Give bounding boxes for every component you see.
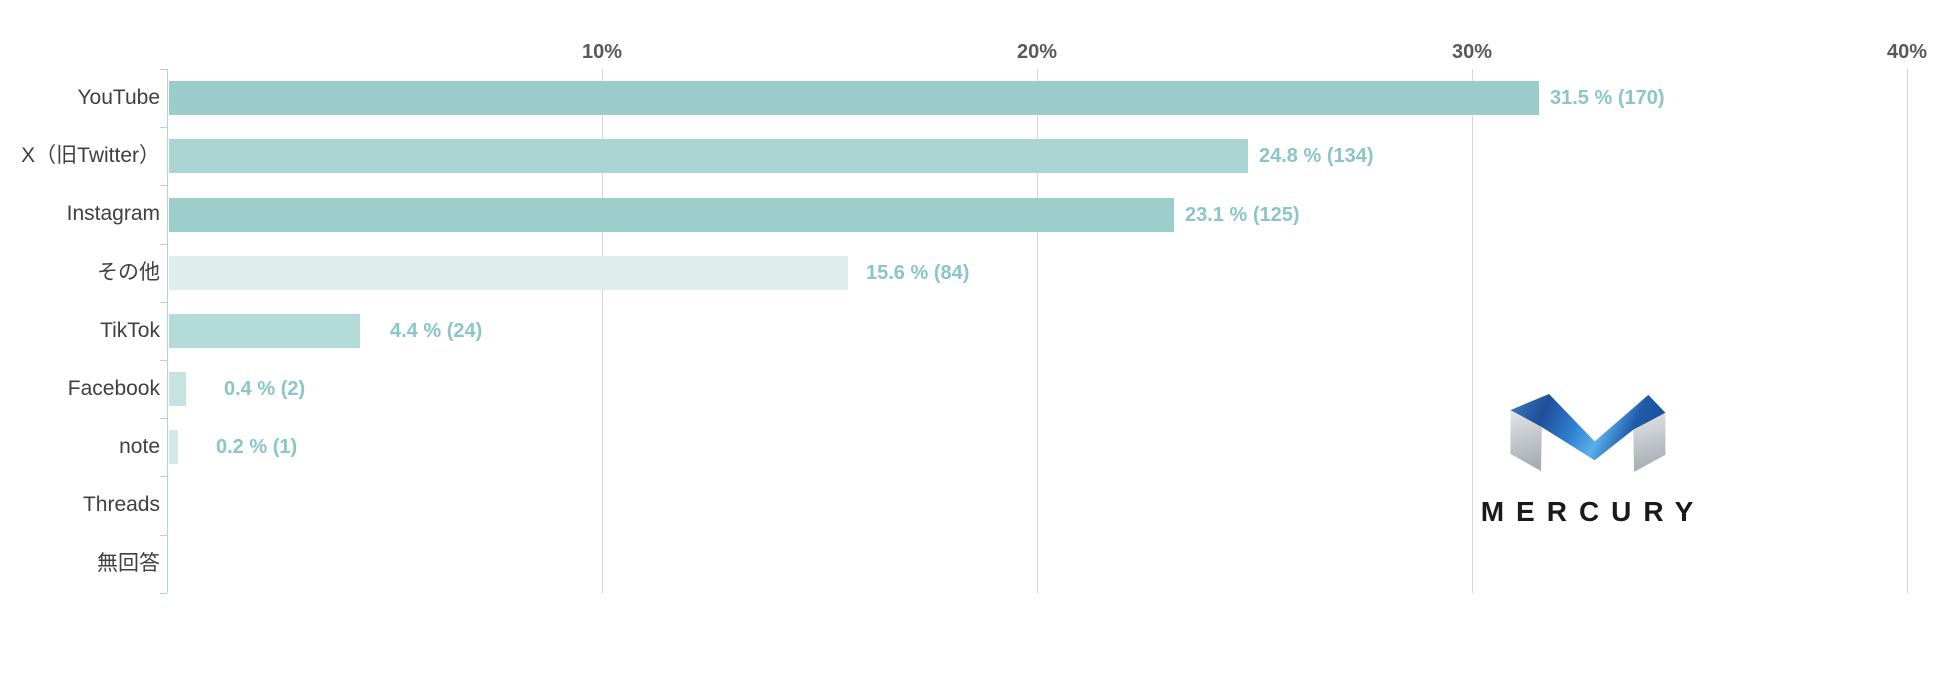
category-label: note <box>119 435 160 458</box>
bar-Facebook <box>169 372 186 406</box>
axis-tick-mark <box>160 418 167 419</box>
mercury-logo: MERCURY <box>1452 385 1722 528</box>
mercury-logo-text: MERCURY <box>1480 496 1706 527</box>
x-tick-label-10%: 10% <box>581 41 623 63</box>
axis-tick-mark <box>160 302 167 303</box>
bar-YouTube <box>169 81 1539 115</box>
value-label: 15.6 % (84) <box>866 262 970 284</box>
category-label: Instagram <box>66 202 160 225</box>
mercury-m-mark-icon <box>1510 393 1665 472</box>
category-label: Threads <box>82 493 160 516</box>
value-label: 4.4 % (24) <box>390 320 483 342</box>
gridline-10% <box>602 69 603 593</box>
category-label: Facebook <box>67 377 160 400</box>
bar-その他 <box>169 256 848 290</box>
axis-tick-mark <box>160 69 167 70</box>
logo-blue-ribbon <box>1510 393 1665 461</box>
gridline-40% <box>1907 69 1908 593</box>
category-label: YouTube <box>77 86 160 109</box>
gridline-20% <box>1037 69 1038 593</box>
axis-tick-mark <box>160 535 167 536</box>
x-tick-label-20%: 20% <box>1016 41 1058 63</box>
category-label: X（旧Twitter） <box>21 144 160 167</box>
bar-X（旧Twitter） <box>169 139 1248 173</box>
bar-Instagram <box>169 198 1174 232</box>
category-label: TikTok <box>100 319 160 342</box>
logo-right-panel <box>1632 412 1665 472</box>
axis-tick-mark <box>160 360 167 361</box>
value-label: 31.5 % (170) <box>1550 87 1665 109</box>
logo-left-panel <box>1510 410 1542 471</box>
gridline-30% <box>1472 69 1473 593</box>
value-label: 23.1 % (125) <box>1185 204 1300 226</box>
value-label: 0.4 % (2) <box>224 378 306 400</box>
category-label: その他 <box>97 261 160 284</box>
axis-tick-mark <box>160 185 167 186</box>
x-tick-label-30%: 30% <box>1451 41 1493 63</box>
value-label: 0.2 % (1) <box>216 436 298 458</box>
value-label: 24.8 % (134) <box>1259 145 1374 167</box>
x-tick-label-40%: 40% <box>1886 41 1928 63</box>
category-label: 無回答 <box>97 552 160 575</box>
bar-TikTok <box>169 314 360 348</box>
axis-tick-mark <box>160 244 167 245</box>
category-axis-line <box>167 69 168 593</box>
axis-tick-mark <box>160 476 167 477</box>
axis-tick-mark <box>160 127 167 128</box>
axis-tick-mark <box>160 593 167 594</box>
bar-note <box>169 430 178 464</box>
